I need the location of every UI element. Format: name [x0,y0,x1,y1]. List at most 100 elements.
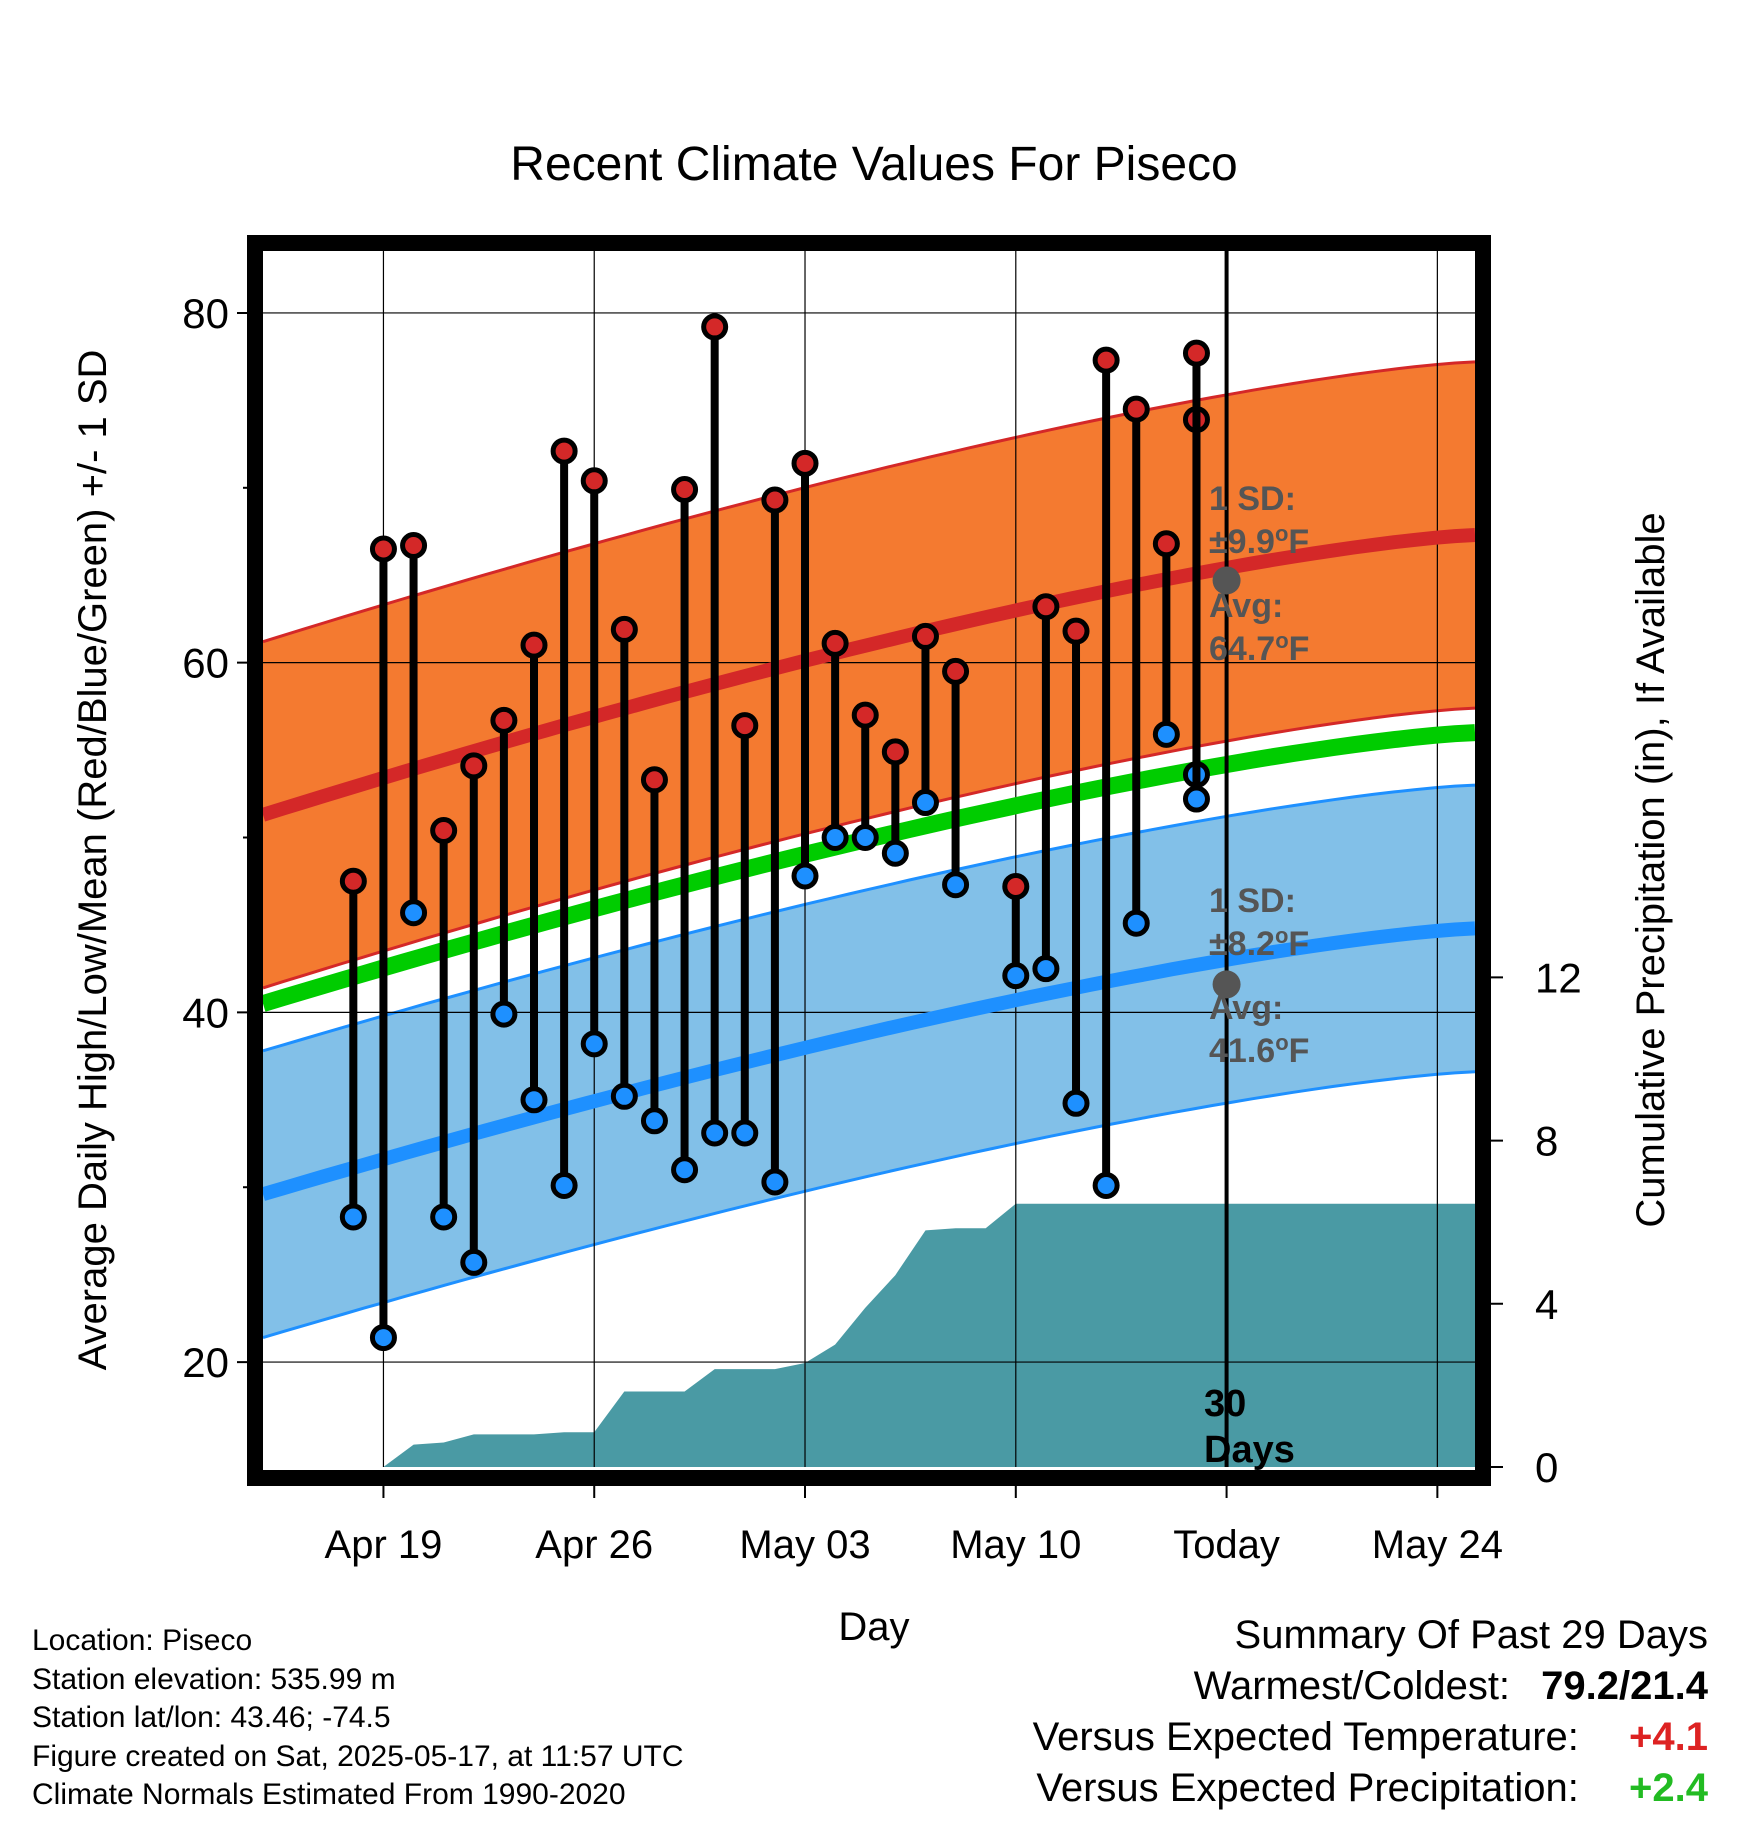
station-info: Location: Piseco Station elevation: 535.… [32,1622,684,1815]
obs-high-dot [430,817,458,845]
obs-low-dot [761,1168,789,1196]
obs-high-dot [1182,339,1210,367]
obs-low-dot [369,1324,397,1352]
y2-tick-label: 8 [1535,1118,1558,1165]
low-sd-band [263,785,1475,1338]
x-tick-label: Apr 26 [535,1523,653,1567]
obs-low-dot [490,1000,518,1028]
low-avg-value: 41.6oF [1209,1030,1309,1070]
y-tick-label: 80 [182,290,229,337]
temp-anomaly-label: Versus Expected Temperature: [1032,1715,1579,1759]
days-annotation-label: Days [1204,1429,1295,1471]
obs-low-dot [400,899,428,927]
obs-high-dot [369,535,397,563]
low-normal-line [261,921,1476,1201]
summary-panel: Summary Of Past 29 Days Warmest/Coldest:… [1033,1610,1708,1814]
created-text: Figure created on Sat, 2025-05-17, at 11… [32,1739,684,1773]
warmest-coldest-label: Warmest/Coldest: [1193,1664,1511,1708]
today-low-avg-marker [1212,970,1241,999]
obs-high-dot [339,867,367,895]
y-tick-label: 60 [182,640,229,687]
obs-high-dot [400,532,428,560]
y-tick-label: 40 [182,989,229,1036]
y2-tick-label: 0 [1535,1444,1558,1491]
obs-low-dot [430,1203,458,1231]
obs-low-dot [580,1030,608,1058]
obs-low-dot [791,862,819,890]
obs-low-dot [701,1119,729,1147]
low-avg-annotation: Avg: [1209,989,1283,1027]
obs-low-dot [1152,720,1180,748]
obs-high-dot [821,629,849,657]
x-tick-label: May 10 [950,1523,1081,1567]
obs-high-dot [1002,872,1030,900]
latlon-text: Station lat/lon: 43.46; -74.5 [32,1701,391,1734]
x-axis-label: Day [838,1605,909,1649]
obs-low-dot [881,839,909,867]
obs-high-dot [791,449,819,477]
obs-high-dot [671,476,699,504]
x-tick-label: May 03 [739,1523,870,1567]
obs-low-dot [1092,1171,1120,1199]
obs-low-dot [640,1107,668,1135]
obs-high-dot [911,622,939,650]
obs-high-dot [610,615,638,643]
obs-low-dot [671,1156,699,1184]
y-tick-label: 20 [182,1339,229,1386]
high-normal-line [260,528,1476,822]
obs-high-dot [460,752,488,780]
y2-tick-label: 4 [1535,1281,1558,1328]
obs-low-dot [911,789,939,817]
obs-low-dot [550,1171,578,1199]
summary-title: Summary Of Past 29 Days [1234,1613,1708,1657]
plot-frame [247,235,1491,1486]
summary-temp: Versus Expected Temperature: +4.1 [1033,1712,1708,1763]
high-sd-annotation: 1 SD: [1209,480,1296,518]
obs-high-dot [851,701,879,729]
normals-text: Climate Normals Estimated From 1990-2020 [32,1778,626,1811]
obs-high-dot [640,766,668,794]
low-sd-value: ±8.2oF [1209,923,1309,963]
warmest-coldest-value: 79.2/21.4 [1541,1664,1708,1708]
obs-low-dot [821,824,849,852]
obs-low-dot [1062,1089,1090,1117]
location-text: Location: Piseco [32,1624,253,1657]
obs-low-dot [1002,962,1030,990]
obs-low-dot [942,871,970,899]
x-tick-label: Apr 19 [325,1523,443,1567]
obs-low-dot [610,1082,638,1110]
chart-title: Recent Climate Values For Piseco [510,138,1237,191]
x-tick-label: May 24 [1372,1523,1503,1567]
y2-axis-label: Cumulative Precipitation (in), If Availa… [1629,512,1673,1227]
high-avg-value: 64.7oF [1209,628,1309,668]
obs-high-dot [1122,395,1150,423]
today-high-avg-marker [1212,566,1241,595]
obs-low-dot [520,1086,548,1114]
x-tick-label: Today [1173,1523,1280,1567]
obs-low-dot [1032,955,1060,983]
summary-warmest-coldest: Warmest/Coldest: 79.2/21.4 [1033,1661,1708,1712]
obs-low-dot [851,824,879,852]
precip-anomaly-value: +2.4 [1629,1766,1708,1810]
y-axis-label: Average Daily High/Low/Mean (Red/Blue/Gr… [71,350,115,1371]
precip-anomaly-label: Versus Expected Precipitation: [1036,1766,1579,1810]
obs-high-dot [942,657,970,685]
high-band-upper-edge [262,360,1476,644]
obs-high-dot [550,437,578,465]
obs-high-dot [1062,617,1090,645]
y2-tick-label: 12 [1535,954,1582,1001]
high-avg-annotation: Avg: [1209,587,1283,625]
obs-high-dot [490,706,518,734]
low-sd-annotation: 1 SD: [1209,882,1296,920]
obs-high-dot [1092,346,1120,374]
obs-low-dot [460,1248,488,1276]
days-annotation: 30 [1204,1383,1246,1425]
obs-high-dot [731,712,759,740]
obs-low-dot [731,1119,759,1147]
summary-precip: Versus Expected Precipitation: +2.4 [1033,1763,1708,1814]
precipitation-area [353,1203,1475,1467]
high-sd-value: ±9.9oF [1209,521,1309,561]
obs-high-dot [1032,593,1060,621]
obs-high-dot [881,738,909,766]
